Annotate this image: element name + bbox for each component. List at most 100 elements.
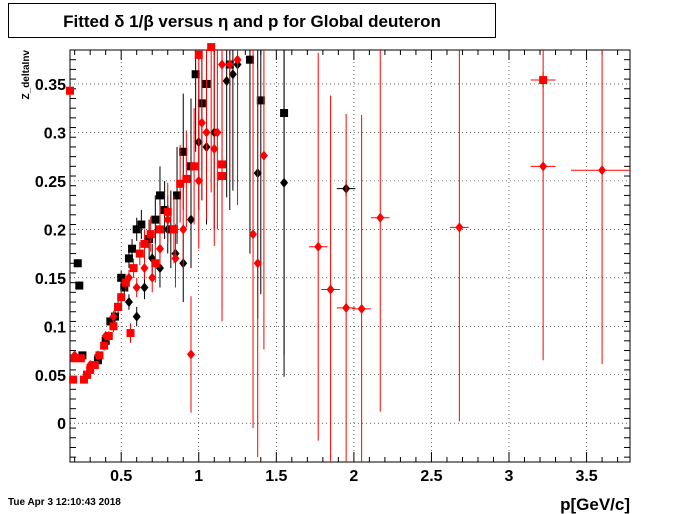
data-point-square (146, 230, 155, 239)
data-point-square (121, 278, 130, 287)
data-point-diamond (253, 258, 262, 269)
chart-title: Fitted δ 1/β versus η and p for Global d… (63, 12, 441, 31)
data-point-diamond (218, 59, 227, 70)
data-point-diamond (148, 272, 157, 283)
data-point-diamond (109, 311, 118, 322)
y-tick-label: 0.05 (35, 368, 66, 385)
data-point-diamond (132, 311, 141, 322)
y-tick-label: 0 (57, 416, 66, 433)
data-point-square (124, 254, 133, 263)
data-point-square (194, 50, 203, 59)
data-point-diamond (598, 165, 607, 176)
y-tick-label: 0.1 (44, 319, 66, 336)
data-point-diamond (213, 127, 222, 138)
timestamp: Tue Apr 3 12:10:43 2018 (8, 497, 121, 508)
data-point-square (75, 281, 84, 290)
data-point-square (66, 86, 74, 95)
chart-title-box: Fitted δ 1/β versus η and p for Global d… (8, 3, 496, 38)
data-point-square (169, 225, 178, 234)
data-point-diamond (155, 243, 164, 254)
data-point-diamond (326, 284, 335, 295)
data-point-diamond (357, 303, 366, 314)
data-point-square (79, 375, 88, 384)
data-point-diamond (132, 282, 141, 293)
data-point-diamond (202, 127, 211, 138)
x-axis-title: p[GeV/c] (560, 495, 630, 514)
data-point-square (190, 162, 199, 171)
data-point-square (109, 322, 118, 331)
data-point-square (182, 174, 191, 183)
data-point-square (207, 43, 216, 52)
data-point-diamond (225, 59, 234, 70)
data-point-square (117, 273, 126, 282)
data-point-square (179, 147, 188, 156)
x-tick-label: 3.5 (575, 468, 597, 485)
data-point-diamond (70, 350, 79, 361)
data-point-diamond (186, 349, 195, 360)
x-tick-label: 2 (349, 468, 358, 485)
data-point-square (145, 235, 154, 244)
x-tick-label: 3 (505, 468, 514, 485)
data-point-square (90, 361, 99, 370)
plot-frame (69, 49, 631, 463)
data-point-square (129, 264, 138, 273)
data-point-diamond (194, 175, 203, 186)
y-tick-label: 0.2 (44, 222, 66, 239)
data-point-square (151, 259, 160, 268)
data-point-square (76, 354, 85, 363)
x-tick-label: 0.5 (110, 468, 132, 485)
y-tick-label: 0.15 (35, 271, 66, 288)
data-point-diamond (93, 350, 102, 361)
data-point-diamond (314, 241, 323, 252)
data-point-diamond (280, 177, 289, 188)
data-point-square (126, 329, 135, 338)
data-point-square (155, 191, 164, 200)
data-point-diamond (197, 117, 206, 128)
data-point-square (106, 317, 115, 326)
data-point-diamond (86, 360, 95, 371)
data-point-square (83, 370, 92, 379)
data-point-square (114, 302, 123, 311)
data-point-diamond (186, 214, 195, 225)
data-point-square (128, 244, 137, 253)
data-point-diamond (342, 302, 351, 313)
data-point-square (151, 215, 160, 224)
data-point-diamond (171, 253, 180, 264)
data-point-diamond (163, 214, 172, 225)
data-point-diamond (376, 212, 385, 223)
x-tick-label: 1.5 (265, 468, 287, 485)
data-point-square (120, 283, 129, 292)
y-tick-label: 0.35 (35, 77, 66, 94)
x-tick-label: 1 (194, 468, 203, 485)
data-point-diamond (228, 69, 237, 80)
data-point-diamond (259, 150, 268, 161)
data-point-square (135, 249, 144, 258)
data-point-diamond (249, 229, 258, 240)
x-tick-label: 2.5 (420, 468, 442, 485)
data-point-square (137, 220, 146, 229)
data-point-diamond (222, 76, 231, 87)
data-point-square (69, 375, 78, 384)
data-point-square (100, 341, 109, 350)
data-point-diamond (140, 263, 149, 274)
data-point-diamond (233, 54, 242, 65)
y-tick-label: 0.3 (44, 125, 66, 142)
data-point-diamond (179, 224, 188, 235)
data-point-square (173, 191, 182, 200)
data-point-diamond (140, 282, 149, 293)
data-point-square (191, 70, 200, 79)
data-point-square (245, 55, 254, 64)
data-point-square (132, 225, 141, 234)
data-point-square (140, 239, 149, 248)
data-point-square (176, 179, 185, 188)
data-point-diamond (455, 222, 464, 233)
data-point-diamond (117, 292, 126, 303)
data-point-square (256, 96, 265, 105)
data-point-diamond (539, 161, 548, 172)
data-point-diamond (124, 297, 133, 308)
data-point-diamond (210, 143, 219, 154)
y-axis-title: Z_deltaInv (21, 50, 32, 100)
y-tick-label: 0.25 (35, 174, 66, 191)
data-point-square (73, 259, 82, 268)
